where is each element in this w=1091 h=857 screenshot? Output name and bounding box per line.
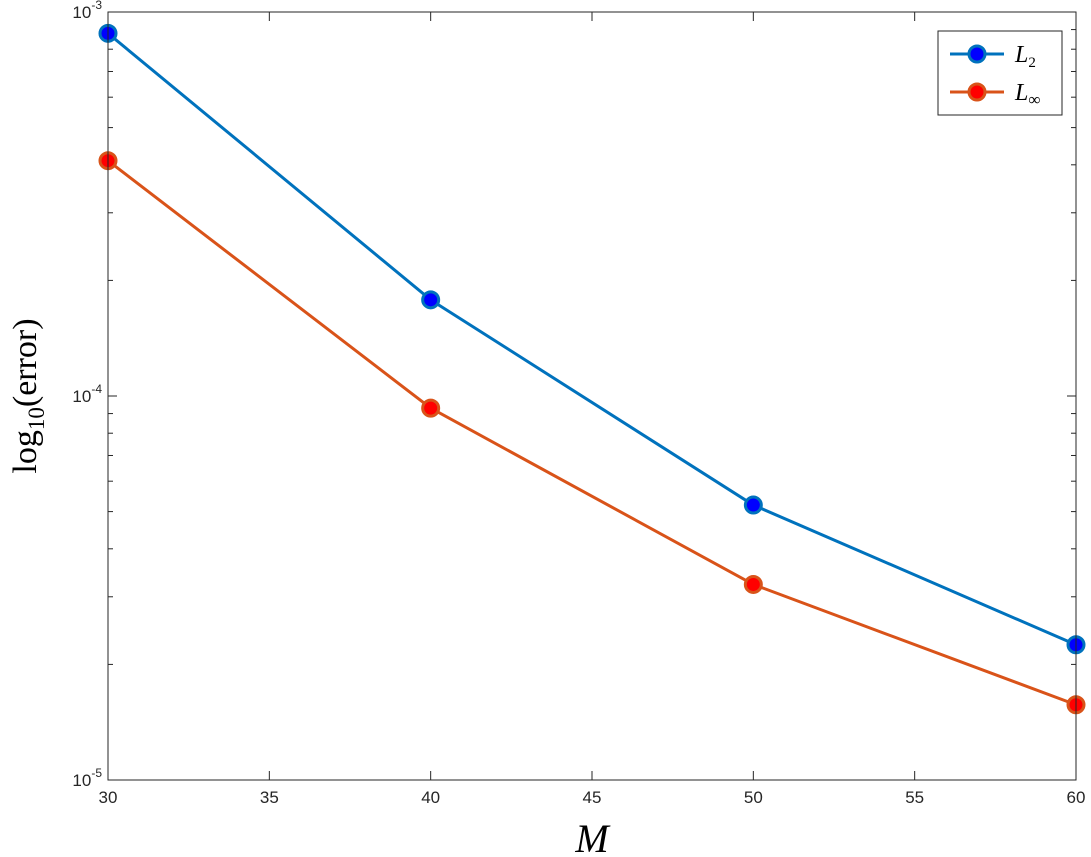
plot-area [108, 12, 1076, 780]
x-tick-label: 55 [905, 788, 924, 807]
legend-label-linf-main: L [1014, 80, 1028, 106]
y-tick-label-base: 10 [72, 387, 91, 406]
x-tick-label: 30 [99, 788, 118, 807]
y-tick-label-base: 10 [72, 771, 91, 790]
y-tick-label: 10-3 [72, 0, 102, 22]
x-tick-label: 50 [744, 788, 763, 807]
series-line-0 [107, 32, 1077, 647]
legend-label-l2: L2 [1014, 42, 1036, 71]
legend-label-linf: L∞ [1014, 80, 1040, 109]
x-tick-label: 45 [583, 788, 602, 807]
y-tick-label: 10-4 [72, 382, 102, 406]
data-point-1 [421, 398, 441, 418]
y-axis-title: log10(error) [7, 318, 49, 473]
data-point-0 [743, 495, 763, 515]
x-tick-label: 60 [1067, 788, 1086, 807]
legend-box [937, 30, 1063, 116]
y-tick-label-exponent: -3 [91, 0, 102, 12]
legend-label-linf-sub: ∞ [1028, 90, 1040, 109]
legend: L2 L∞ [937, 30, 1063, 116]
y-tick-label-base: 10 [72, 3, 91, 22]
plot-frame [107, 11, 1077, 781]
x-tick-label: 35 [260, 788, 279, 807]
legend-marker-l2 [967, 44, 987, 64]
data-point-1 [743, 574, 763, 594]
legend-label-l2-sub: 2 [1028, 55, 1036, 71]
series-line-1 [107, 159, 1077, 707]
y-axis-title-base: log [7, 430, 44, 473]
y-tick-label-exponent: -5 [91, 766, 102, 780]
y-axis-title-sub: 10 [24, 407, 49, 430]
y-axis-title-rest: (error) [7, 318, 44, 407]
x-axis-title: M [574, 816, 611, 857]
data-point-0 [421, 290, 441, 310]
y-tick-label-exponent: -4 [91, 382, 102, 396]
y-tick-label: 10-5 [72, 766, 102, 790]
legend-marker-linf [967, 82, 987, 102]
series-layer [98, 23, 1086, 715]
x-tick-label: 40 [421, 788, 440, 807]
legend-label-l2-main: L [1014, 42, 1028, 68]
